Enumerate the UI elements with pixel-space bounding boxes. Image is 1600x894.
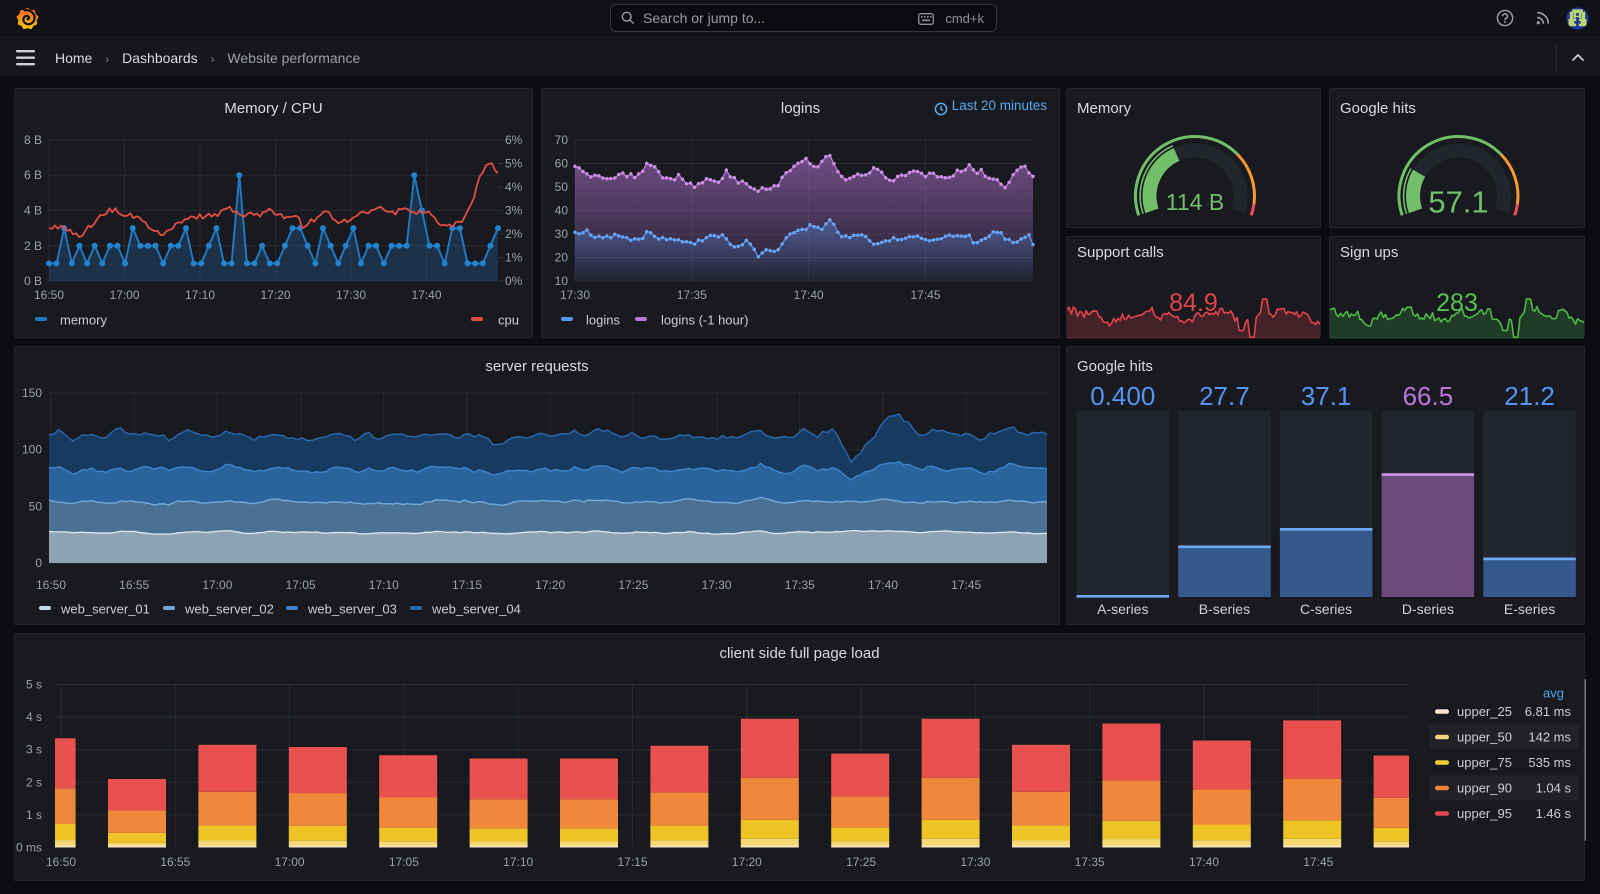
svg-text:142 ms: 142 ms: [1528, 730, 1571, 745]
svg-text:logins: logins: [586, 313, 620, 328]
svg-text:17:35: 17:35: [785, 578, 815, 592]
svg-text:17:00: 17:00: [109, 288, 139, 302]
svg-text:37.1: 37.1: [1301, 381, 1352, 411]
svg-text:5 s: 5 s: [26, 678, 42, 692]
svg-text:2 s: 2 s: [26, 775, 42, 789]
svg-text:70: 70: [555, 133, 569, 147]
svg-text:17:00: 17:00: [275, 855, 305, 869]
svg-text:4%: 4%: [505, 180, 523, 194]
svg-text:6.81 ms: 6.81 ms: [1525, 704, 1572, 719]
svg-text:17:30: 17:30: [960, 855, 990, 869]
svg-text:114 B: 114 B: [1166, 189, 1224, 215]
svg-text:cpu: cpu: [498, 313, 519, 328]
svg-text:web_server_02: web_server_02: [184, 602, 274, 617]
svg-text:17:45: 17:45: [951, 578, 981, 592]
svg-text:50: 50: [29, 499, 43, 513]
svg-text:0.400: 0.400: [1090, 381, 1155, 411]
svg-text:6 B: 6 B: [24, 168, 42, 182]
svg-text:17:40: 17:40: [1189, 855, 1219, 869]
svg-text:upper_95: upper_95: [1457, 806, 1512, 821]
svg-text:100: 100: [22, 443, 42, 457]
svg-text:16:50: 16:50: [46, 855, 76, 869]
svg-text:30: 30: [555, 227, 569, 241]
svg-text:16:55: 16:55: [160, 855, 190, 869]
svg-text:web_server_03: web_server_03: [307, 602, 397, 617]
svg-text:2%: 2%: [505, 227, 523, 241]
svg-text:21.2: 21.2: [1504, 381, 1555, 411]
svg-text:3%: 3%: [505, 204, 523, 218]
svg-text:1.46 s: 1.46 s: [1536, 806, 1572, 821]
svg-text:27.7: 27.7: [1199, 381, 1250, 411]
svg-text:upper_90: upper_90: [1457, 781, 1512, 796]
svg-text:E-series: E-series: [1504, 601, 1555, 617]
svg-text:57.1: 57.1: [1428, 185, 1488, 220]
svg-text:17:20: 17:20: [732, 855, 762, 869]
svg-text:17:25: 17:25: [618, 578, 648, 592]
svg-text:17:15: 17:15: [452, 578, 482, 592]
svg-text:B-series: B-series: [1199, 601, 1250, 617]
svg-text:20: 20: [555, 251, 569, 265]
svg-text:40: 40: [555, 204, 569, 218]
svg-text:17:00: 17:00: [202, 578, 232, 592]
svg-text:4 B: 4 B: [24, 204, 42, 218]
svg-text:17:10: 17:10: [503, 855, 533, 869]
svg-text:17:30: 17:30: [560, 288, 590, 302]
svg-text:0 ms: 0 ms: [16, 841, 42, 855]
svg-text:10: 10: [555, 274, 569, 288]
svg-text:upper_50: upper_50: [1457, 730, 1512, 745]
svg-text:5%: 5%: [505, 157, 523, 171]
svg-text:17:40: 17:40: [794, 288, 824, 302]
svg-text:4 s: 4 s: [26, 710, 42, 724]
svg-text:logins (-1 hour): logins (-1 hour): [661, 313, 748, 328]
svg-text:8 B: 8 B: [24, 133, 42, 147]
svg-text:D-series: D-series: [1402, 601, 1454, 617]
svg-text:1.04 s: 1.04 s: [1536, 781, 1572, 796]
svg-text:50: 50: [555, 180, 569, 194]
svg-text:17:10: 17:10: [185, 288, 215, 302]
svg-text:17:45: 17:45: [1303, 855, 1333, 869]
svg-text:150: 150: [22, 386, 42, 400]
svg-text:16:50: 16:50: [34, 288, 64, 302]
svg-text:A-series: A-series: [1097, 601, 1148, 617]
svg-text:17:05: 17:05: [286, 578, 316, 592]
svg-text:memory: memory: [60, 313, 107, 328]
svg-text:283: 283: [1436, 289, 1478, 317]
svg-text:84.9: 84.9: [1169, 289, 1218, 317]
svg-text:17:10: 17:10: [369, 578, 399, 592]
svg-text:web_server_01: web_server_01: [60, 602, 150, 617]
svg-text:upper_25: upper_25: [1457, 704, 1512, 719]
svg-text:17:30: 17:30: [336, 288, 366, 302]
svg-text:17:20: 17:20: [260, 288, 290, 302]
svg-text:1%: 1%: [505, 251, 523, 265]
svg-text:60: 60: [555, 157, 569, 171]
svg-text:0%: 0%: [505, 274, 523, 288]
svg-text:0: 0: [35, 556, 42, 570]
svg-text:2 B: 2 B: [24, 239, 42, 253]
svg-text:17:40: 17:40: [868, 578, 898, 592]
svg-text:3 s: 3 s: [26, 743, 42, 757]
svg-text:16:50: 16:50: [36, 578, 66, 592]
svg-text:66.5: 66.5: [1403, 381, 1454, 411]
svg-text:17:20: 17:20: [535, 578, 565, 592]
svg-text:6%: 6%: [505, 133, 523, 147]
svg-text:17:25: 17:25: [846, 855, 876, 869]
svg-text:0 B: 0 B: [24, 274, 42, 288]
svg-text:16:55: 16:55: [119, 578, 149, 592]
svg-text:upper_75: upper_75: [1457, 755, 1512, 770]
svg-text:17:35: 17:35: [677, 288, 707, 302]
svg-text:web_server_04: web_server_04: [431, 602, 521, 617]
svg-text:17:15: 17:15: [617, 855, 647, 869]
svg-text:17:40: 17:40: [411, 288, 441, 302]
svg-text:avg: avg: [1543, 686, 1564, 701]
svg-text:17:45: 17:45: [910, 288, 940, 302]
svg-text:535 ms: 535 ms: [1528, 755, 1571, 770]
svg-text:C-series: C-series: [1300, 601, 1352, 617]
svg-text:17:30: 17:30: [702, 578, 732, 592]
svg-text:17:05: 17:05: [389, 855, 419, 869]
svg-text:1 s: 1 s: [26, 808, 42, 822]
svg-text:17:35: 17:35: [1075, 855, 1105, 869]
